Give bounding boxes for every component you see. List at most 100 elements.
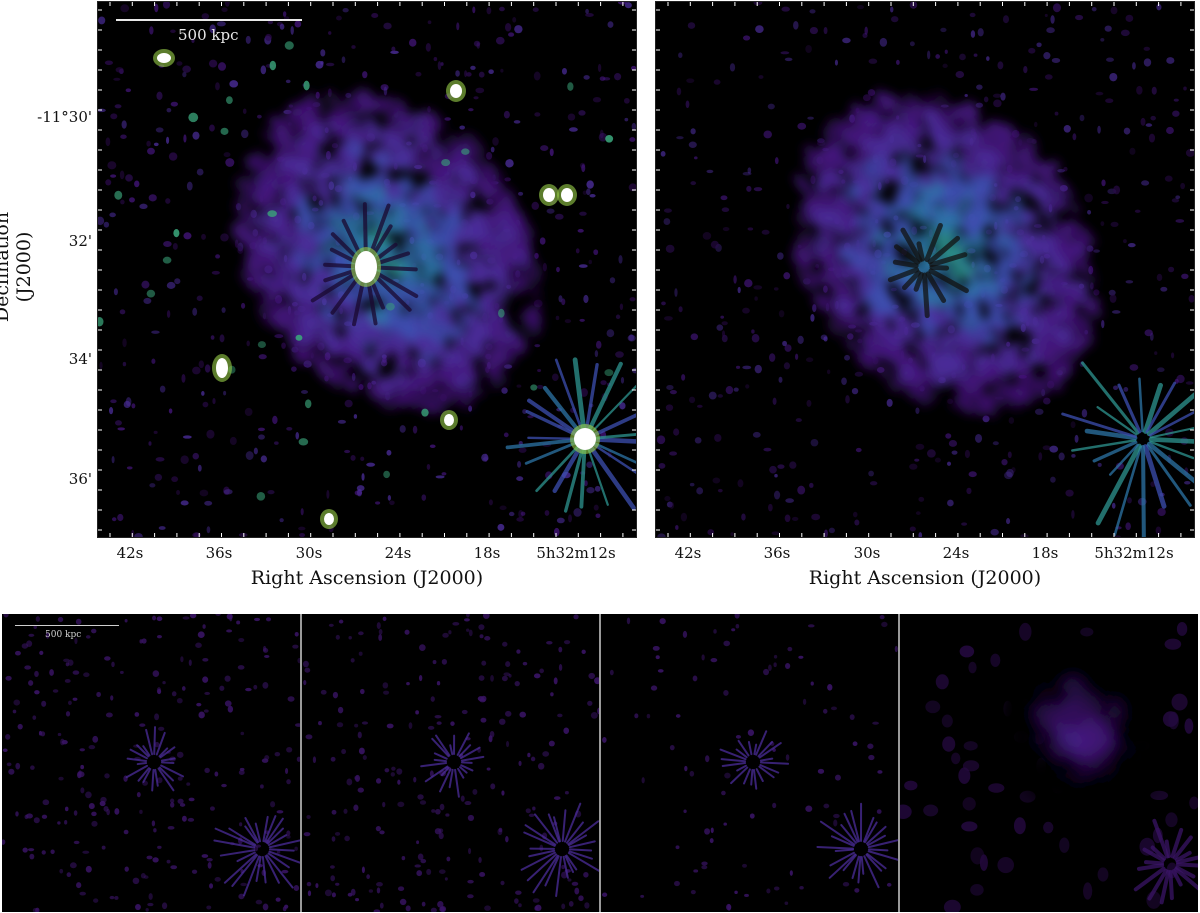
noise-speckle — [505, 836, 509, 843]
noise-speckle — [174, 278, 181, 285]
noise-speckle — [1101, 179, 1106, 187]
noise-speckle — [942, 63, 948, 69]
noise-speckle — [721, 321, 728, 326]
noise-speckle — [598, 132, 608, 142]
noise-speckle — [1183, 86, 1187, 91]
x-tick-label: 5h32m12s — [1094, 544, 1174, 562]
noise-speckle — [969, 12, 976, 18]
noise-speckle — [657, 533, 666, 537]
noise-speckle — [674, 880, 680, 887]
noise-speckle — [712, 477, 721, 484]
noise-speckle — [99, 800, 106, 807]
noise-speckle — [27, 848, 35, 852]
noise-speckle — [330, 756, 336, 762]
noise-speckle — [571, 881, 579, 886]
noise-speckle — [1043, 397, 1051, 405]
noise-speckle — [270, 801, 276, 808]
noise-speckle — [689, 482, 695, 487]
noise-speckle — [214, 771, 219, 777]
noise-speckle — [1050, 15, 1055, 24]
noise-speckle — [110, 695, 114, 701]
noise-speckle — [360, 456, 365, 462]
noise-speckle — [1154, 351, 1158, 355]
noise-speckle — [466, 628, 470, 632]
noise-speckle — [787, 646, 793, 652]
noise-speckle — [498, 308, 505, 318]
noise-speckle — [294, 723, 300, 727]
noise-speckle — [114, 808, 120, 815]
noise-speckle — [862, 32, 868, 38]
noise-speckle — [315, 883, 319, 889]
noise-speckle — [628, 334, 635, 341]
noise-speckle — [315, 60, 324, 69]
noise-speckle — [302, 660, 309, 668]
noise-speckle — [442, 632, 449, 638]
noise-speckle — [253, 447, 258, 455]
noise-speckle — [708, 391, 717, 400]
noise-speckle — [602, 736, 607, 743]
noise-speckle — [287, 696, 295, 702]
noise-speckle — [72, 670, 80, 675]
noise-speckle — [594, 350, 599, 358]
noise-speckle — [192, 307, 198, 316]
noise-speckle — [1006, 518, 1011, 525]
noise-speckle — [110, 399, 117, 404]
noise-speckle — [335, 882, 340, 886]
noise-speckle — [734, 614, 740, 619]
noise-speckle — [254, 617, 261, 622]
panel-scale-1: 500 kpc — [2, 614, 300, 912]
noise-speckle — [1156, 273, 1163, 282]
noise-speckle — [85, 865, 92, 873]
noise-speckle — [1150, 790, 1169, 801]
noise-speckle — [331, 892, 336, 898]
compact-source — [157, 53, 171, 63]
noise-speckle — [29, 853, 35, 860]
noise-speckle — [735, 624, 740, 629]
noise-speckle — [1019, 622, 1032, 641]
noise-speckle — [245, 451, 254, 460]
noise-speckle — [441, 158, 451, 167]
noise-speckle — [461, 709, 468, 715]
noise-speckle — [238, 893, 245, 900]
noise-speckle — [34, 690, 40, 695]
noise-speckle — [255, 844, 262, 848]
noise-speckle — [561, 298, 566, 306]
noise-speckle — [705, 755, 710, 763]
noise-speckle — [867, 743, 874, 749]
noise-speckle — [122, 338, 127, 348]
noise-speckle — [209, 883, 214, 889]
noise-speckle — [153, 828, 157, 833]
noise-speckle — [795, 353, 799, 360]
noise-speckle — [1172, 110, 1180, 117]
noise-speckle — [597, 707, 599, 715]
noise-speckle — [181, 815, 187, 822]
noise-speckle — [606, 329, 615, 338]
noise-speckle — [807, 624, 815, 628]
noise-speckle — [1110, 221, 1119, 227]
noise-speckle — [1188, 295, 1194, 303]
noise-speckle — [717, 394, 724, 398]
noise-speckle — [512, 16, 517, 23]
noise-speckle — [514, 25, 523, 34]
noise-speckle — [527, 752, 531, 758]
noise-speckle — [758, 75, 764, 79]
noise-speckle — [366, 874, 370, 880]
noise-speckle — [152, 615, 157, 621]
noise-speckle — [354, 723, 359, 728]
noise-speckle — [923, 804, 939, 817]
noise-speckle — [785, 663, 791, 669]
noise-speckle — [864, 26, 868, 35]
noise-speckle — [516, 384, 522, 388]
x-tick-label: 24s — [942, 544, 970, 562]
noise-speckle — [378, 634, 383, 641]
noise-speckle — [492, 137, 499, 146]
noise-speckle — [725, 386, 734, 395]
noise-speckle — [806, 399, 812, 407]
noise-speckle — [896, 59, 900, 65]
noise-speckle — [824, 529, 828, 537]
noise-speckle — [96, 691, 101, 698]
noise-speckle — [203, 709, 209, 713]
noise-speckle — [626, 617, 631, 625]
noise-speckle — [85, 791, 92, 799]
noise-speckle — [104, 60, 114, 66]
